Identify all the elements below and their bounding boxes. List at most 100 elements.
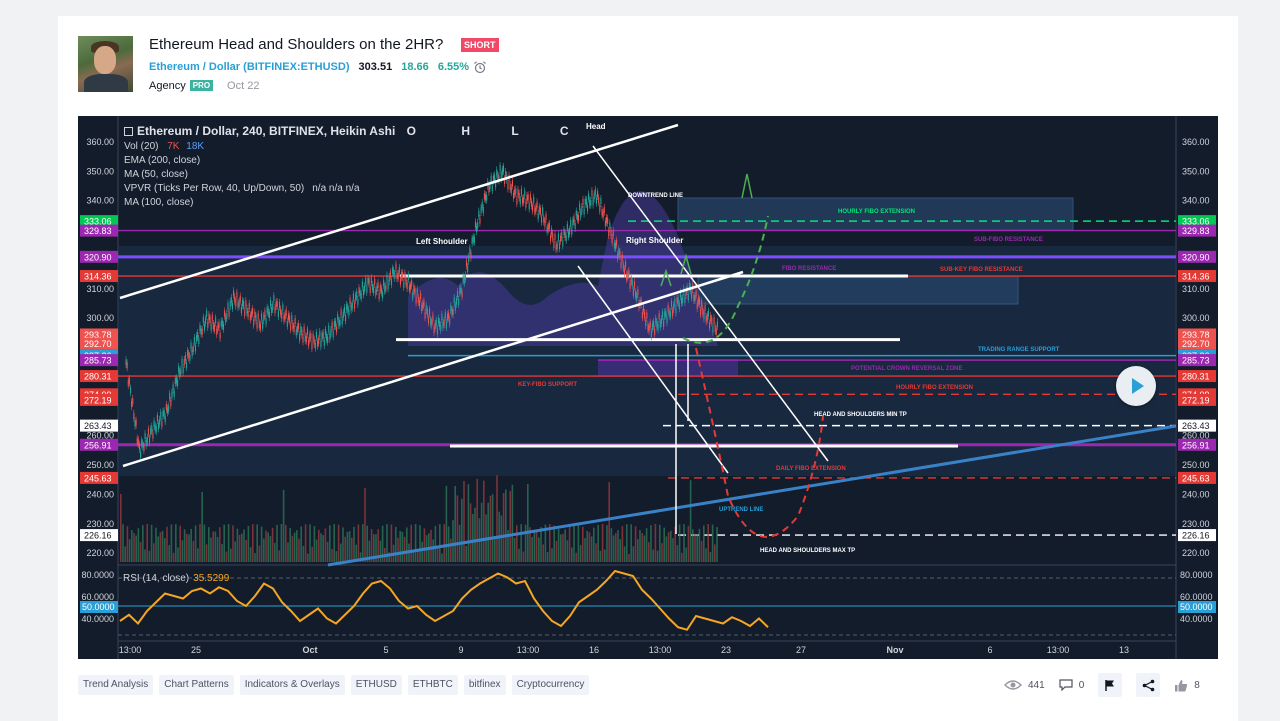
- candle-body: [646, 312, 648, 319]
- candle-body: [219, 332, 221, 339]
- rsi-value: 35.5299: [193, 573, 230, 584]
- candle-body: [168, 405, 170, 412]
- green-arrow-up: [741, 173, 753, 199]
- candle-body: [406, 283, 408, 290]
- candle-body: [644, 311, 646, 318]
- volume-bar: [487, 502, 489, 562]
- volume-bar: [201, 491, 203, 562]
- tag-item[interactable]: bitfinex: [463, 675, 506, 695]
- price-tick-label-left: 360.00: [86, 137, 114, 147]
- volume-bar: [531, 537, 533, 562]
- volume-bar: [267, 532, 269, 562]
- candle-body: [215, 317, 217, 324]
- candle-body: [178, 365, 180, 372]
- candle-body: [583, 208, 585, 215]
- candle-body: [144, 433, 146, 440]
- volume-bar: [573, 524, 575, 562]
- candle-body: [208, 314, 210, 321]
- volume-bar: [529, 527, 531, 562]
- candle-body: [710, 315, 712, 322]
- chart-area[interactable]: 360.00360.00350.00350.00340.00340.00330.…: [78, 116, 1218, 659]
- candle-body: [524, 190, 526, 197]
- volume-bar: [216, 537, 219, 562]
- symbol-code[interactable]: BITFINEX:ETHUSD: [246, 61, 346, 73]
- candle-body: [135, 419, 137, 426]
- volume-bar: [311, 546, 313, 562]
- tag-item[interactable]: Indicators & Overlays: [239, 675, 345, 695]
- candle-body: [579, 203, 581, 210]
- volume-bar: [342, 527, 344, 562]
- candle-body: [694, 295, 696, 302]
- tag-item[interactable]: Trend Analysis: [78, 675, 154, 695]
- candle-body: [276, 301, 278, 308]
- play-icon[interactable]: [1116, 366, 1156, 406]
- share-button[interactable]: [1136, 673, 1161, 697]
- volume-bar: [430, 529, 432, 562]
- volume-bar: [593, 527, 595, 562]
- candle-body: [698, 298, 701, 305]
- volume-bar: [557, 528, 560, 562]
- tag-item[interactable]: ETHUSD: [350, 675, 402, 695]
- price-badge: [1178, 337, 1216, 350]
- candle-body: [496, 169, 498, 176]
- candle-body: [609, 222, 611, 229]
- volume-bar: [412, 551, 415, 562]
- volume-bar: [309, 524, 311, 562]
- candle-body: [359, 290, 361, 297]
- legend-vol-a: 7K: [167, 141, 180, 152]
- legend-ma50: MA (50, close): [124, 169, 188, 180]
- candle-body: [591, 190, 593, 197]
- volume-bar: [364, 487, 366, 562]
- volume-bar: [692, 529, 694, 562]
- time-tick-label: 13:00: [517, 645, 540, 655]
- chart-canvas[interactable]: 360.00360.00350.00350.00340.00340.00330.…: [78, 116, 1218, 659]
- likes-stat[interactable]: 8: [1174, 679, 1200, 692]
- volume-bar: [245, 539, 247, 562]
- candle-body: [309, 334, 311, 341]
- volume-bar: [637, 539, 639, 562]
- candle-body: [532, 205, 534, 212]
- candle-body: [696, 303, 698, 310]
- candle-body: [125, 359, 127, 366]
- price-tick-label: 260.00: [1182, 431, 1210, 441]
- tag-item[interactable]: Cryptocurrency: [511, 675, 590, 695]
- tag-item[interactable]: ETHBTC: [407, 675, 458, 695]
- volume-bar: [551, 548, 553, 562]
- candle-body: [443, 319, 445, 326]
- symbol-name[interactable]: Ethereum / Dollar: [149, 61, 241, 73]
- volume-bar: [656, 550, 659, 562]
- candle-body: [614, 243, 617, 250]
- volume-bar: [546, 551, 549, 562]
- volume-bar: [683, 524, 685, 562]
- candle-body: [225, 316, 227, 323]
- volume-bar: [560, 534, 562, 562]
- volume-bar: [208, 527, 210, 562]
- candle-body: [193, 336, 195, 343]
- volume-bar: [582, 526, 584, 562]
- idea-title[interactable]: Ethereum Head and Shoulders on the 2HR?: [149, 36, 444, 53]
- candle-body: [446, 313, 449, 320]
- volume-bar: [236, 528, 239, 562]
- candle-body: [395, 263, 397, 270]
- candle-body: [346, 304, 348, 311]
- volume-bar: [331, 549, 333, 562]
- candle-body: [705, 316, 707, 323]
- legend-collapse-icon[interactable]: [124, 127, 133, 136]
- candle-body: [486, 194, 488, 201]
- author-name[interactable]: Agency: [149, 80, 186, 92]
- lower-channel-line: [122, 270, 744, 468]
- candle-body: [472, 236, 474, 243]
- upper-channel-line: [119, 123, 679, 300]
- flag-button[interactable]: [1098, 673, 1123, 697]
- volume-bar: [716, 527, 718, 562]
- candle-body: [633, 281, 636, 288]
- candle-body: [497, 174, 499, 181]
- candle-body: [630, 276, 632, 283]
- tag-item[interactable]: Chart Patterns: [159, 675, 234, 695]
- volume-bar: [353, 526, 355, 562]
- rsi-badge-left: [80, 601, 118, 613]
- comments-stat[interactable]: 0: [1059, 679, 1084, 691]
- author-avatar[interactable]: [78, 36, 133, 92]
- alarm-clock-icon[interactable]: [473, 60, 487, 74]
- volume-bar: [135, 535, 137, 562]
